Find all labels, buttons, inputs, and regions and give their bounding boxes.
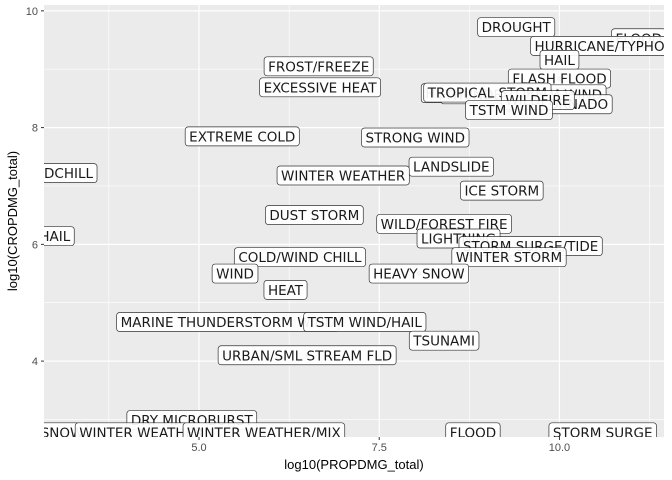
point-label: HAIL [539,50,580,70]
x-tick-label: 7.5 [372,442,387,454]
point-label-text: FROST/FREEZE [268,59,369,75]
point-label-box [44,163,98,183]
point-label: URBAN/SML STREAM FLD [217,345,397,366]
point-label-text: TSTM WIND/HAIL [307,315,423,331]
point-label: LANDSLIDE [408,156,494,177]
point-label-box [408,330,480,351]
point-label-text: WINDCHILL [17,166,94,182]
point-label-text: LANDSLIDE [413,160,490,176]
point-label-text: HEAVY SNOW [373,267,464,283]
point-label-box [477,17,556,38]
point-label: TSTM WIND/HAIL [303,312,427,332]
point-label-box [445,422,501,437]
point-label-box [233,247,366,268]
y-tick-label: 10 [26,6,38,18]
point-label-box [259,77,381,98]
point-label: HEAVY SNOW [368,263,469,284]
x-axis-title: log10(PROPDMG_total) [284,457,423,472]
point-label-text: WINTER STORM [456,250,562,266]
point-label-box [451,247,567,268]
point-label: COLD/WIND CHILL [233,247,366,268]
point-label-text: STORM SURGE [553,425,653,441]
point-label-text: EXCESSIVE HEAT [264,80,378,96]
point-label-text: STRONG WIND [366,131,466,147]
x-tick-label: 10.0 [549,442,570,454]
point-label-text: DUST STORM [269,208,359,224]
point-label-text: HAIL [39,229,70,245]
point-label-text: EXTREME COLD [189,129,295,145]
point-label: TSTM WIND [465,100,553,120]
point-label-text: WIND [216,267,254,283]
point-label-box [263,280,308,300]
point-label: EXCESSIVE HEAT [259,77,381,98]
point-label-text: HAIL [544,53,575,69]
point-labels: DROUGHTFLOODHURRICANE/TYPHOONHAILFROST/F… [17,17,664,441]
point-label-text: WINTER WEATHER/MIX [187,425,341,441]
point-label-box [265,205,364,226]
point-label-box [368,263,469,284]
point-label-box [276,165,410,186]
point-label-box [182,422,346,437]
x-axis: 5.0 7.5 10.0 [191,437,570,454]
point-label: TSUNAMI [408,330,480,351]
point-label-box [263,56,374,77]
y-tick-label: 4 [32,356,38,368]
point-label: WIND [211,263,259,284]
point-label-text: MARINE THUNDERSTORM WIND [121,315,335,331]
point-label-text: SNOW [41,425,84,441]
point-label: WINTER STORM [451,247,567,268]
point-label: ICE STORM [460,180,544,201]
y-axis: 4 6 8 10 [26,6,44,368]
point-label: FLOOD [445,422,501,441]
point-label-text: URBAN/SML STREAM FLD [222,348,392,364]
point-label-text: TSTM WIND [469,103,549,119]
point-label-text: TSUNAMI [412,334,475,350]
point-label-box [184,126,300,147]
y-tick-label: 8 [32,123,38,135]
point-label-text: ICE STORM [464,184,539,200]
point-label-text: DROUGHT [482,20,552,36]
x-tick-label: 5.0 [191,442,206,454]
point-label-box [361,127,470,148]
point-label: STORM SURGE [548,422,657,441]
point-label: HAIL [39,226,75,247]
point-label: STRONG WIND [361,127,470,148]
point-label-text: COLD/WIND CHILL [238,250,362,266]
point-label-box [548,422,657,437]
point-label-box [465,100,553,120]
point-label: DROUGHT [477,17,556,38]
point-label: MARINE THUNDERSTORM WIND [116,312,340,332]
point-label-box [460,180,544,201]
point-label-box [211,263,259,284]
point-label-text: FLOOD [450,425,496,441]
y-axis-title: log10(CROPDMG_total) [5,151,20,291]
y-tick-label: 6 [32,239,38,251]
point-label-text: HEAT [268,283,304,299]
point-label-box [303,312,427,332]
point-label: WINDCHILL [17,163,98,183]
point-label-box [217,345,397,366]
point-label: WINTER WEATHER/MIX [182,422,346,441]
point-label: FROST/FREEZE [263,56,374,77]
point-label: HEAT [263,280,308,300]
point-label-text: WINTER WEATHER [281,168,405,184]
point-label: WINTER WEATHER [276,165,410,186]
point-label: DUST STORM [265,205,364,226]
point-label-box [44,226,75,247]
point-label: EXTREME COLD [184,126,300,147]
point-label-text: WINTER WEATHER [79,425,203,441]
